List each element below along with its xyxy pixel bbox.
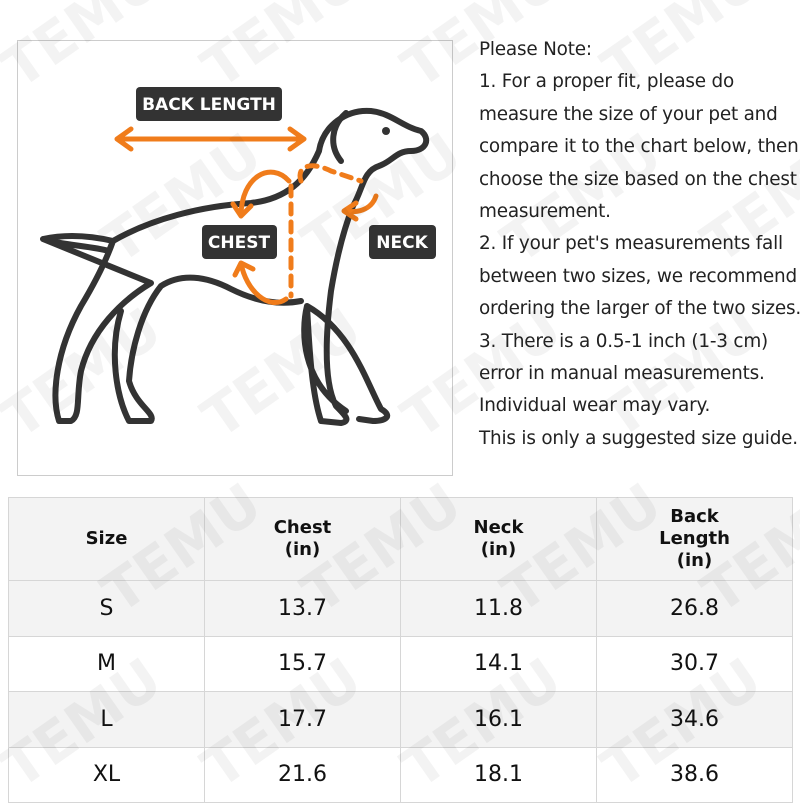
- cell: S: [8, 580, 205, 637]
- notes-title: Please Note:: [479, 39, 592, 60]
- cell: 11.8: [400, 580, 597, 637]
- cell: 34.6: [596, 691, 793, 748]
- cell: 14.1: [400, 635, 597, 692]
- row: S 13.7 11.8 26.8: [8, 580, 793, 637]
- cell: XL: [8, 746, 205, 803]
- row: M 15.7 14.1 30.7: [8, 635, 793, 692]
- size-table: Size Chest (in) Neck (in) Back Length (in) S…: [8, 497, 793, 803]
- label-box: [369, 225, 436, 259]
- cell: 18.1: [400, 746, 597, 803]
- header-cell: Neck (in): [400, 497, 597, 581]
- header-cell: Size: [8, 497, 205, 581]
- chest-label: CHEST: [208, 233, 271, 253]
- note: 1. For a proper fit, please do measure t…: [479, 71, 799, 223]
- label-box: [136, 87, 282, 121]
- cell: 17.7: [204, 691, 401, 748]
- cell: 21.6: [204, 746, 401, 803]
- cell: 16.1: [400, 691, 597, 748]
- header-cell: Chest (in): [204, 497, 401, 581]
- cell: 30.7: [596, 635, 793, 692]
- cell: 13.7: [204, 580, 401, 637]
- back-length-label: BACK LENGTH: [142, 95, 276, 115]
- cell: L: [8, 691, 205, 748]
- arrows: [114, 126, 379, 306]
- ear: [330, 110, 349, 164]
- row: XL 21.6 18.1 38.6: [8, 746, 793, 803]
- dog-diagram: BACK LENGTH CHEST NECK: [17, 40, 453, 476]
- note: This is only a suggested size guide.: [479, 427, 798, 449]
- row: L 17.7 16.1 34.6: [8, 691, 793, 748]
- cell: 38.6: [596, 746, 793, 803]
- note: 3. There is a 0.5-1 inch (1-3 cm) error …: [479, 330, 769, 417]
- dog-outline: [40, 107, 430, 426]
- notes: Please Note: 1. For a proper fit, please…: [479, 34, 800, 455]
- neck-label: NECK: [376, 233, 428, 253]
- cell: 15.7: [204, 635, 401, 692]
- note: 2. If your pet's measurements fall betwe…: [479, 233, 800, 320]
- eye: [382, 127, 390, 135]
- label-box: [202, 225, 277, 259]
- header-cell: Back Length (in): [596, 497, 793, 581]
- cell: 26.8: [596, 580, 793, 637]
- cell: M: [8, 635, 205, 692]
- header-row: Size Chest (in) Neck (in) Back Length (in): [8, 497, 793, 581]
